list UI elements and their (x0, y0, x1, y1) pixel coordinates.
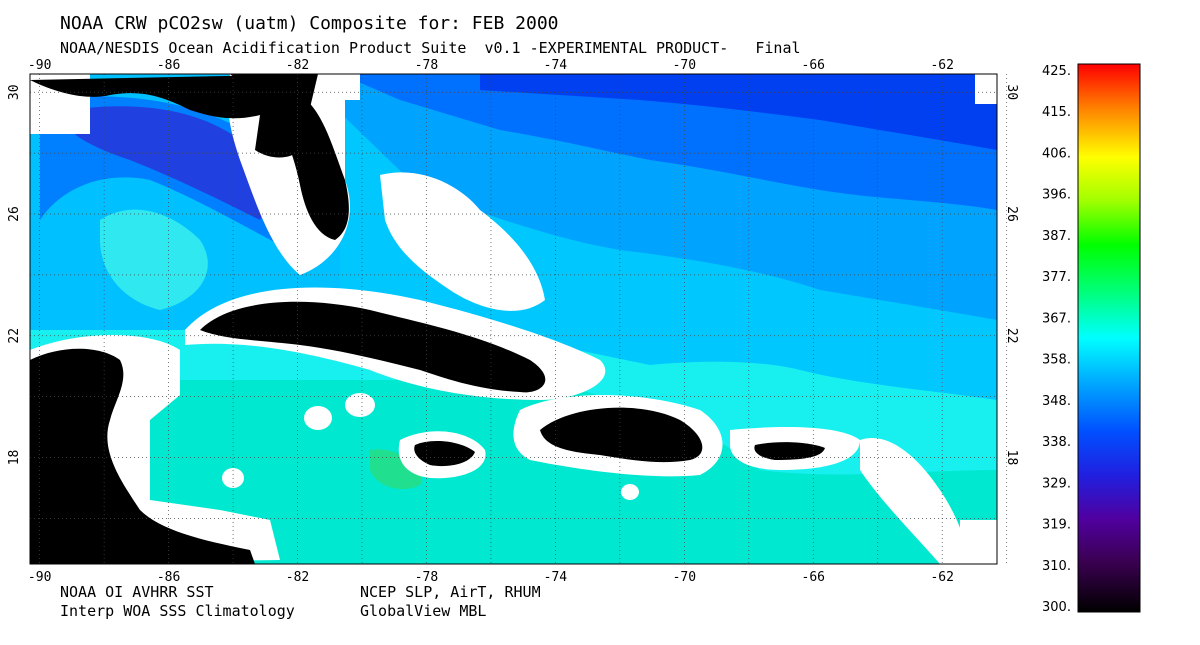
map-tick-labels: -90 -90 -86 -86 -82 -82 -78 -78 -74 -74 -70 -70 -66 -… (7, 58, 1019, 585)
lat-tick-right: 22 (1004, 328, 1019, 344)
lat-tick-left: 22 (7, 328, 22, 344)
credit-sss: Interp WOA SSS Climatology (60, 602, 295, 620)
lon-tick-bottom: -66 (802, 570, 825, 585)
colorbar-label: 319. (1042, 518, 1071, 533)
lon-tick-top: -86 (157, 58, 180, 73)
colorbar-label: 425. (1042, 64, 1071, 79)
colorbar-label: 406. (1042, 146, 1071, 161)
lon-tick-bottom: -74 (544, 570, 568, 585)
lat-tick-right: 18 (1004, 450, 1019, 466)
lon-tick-top: -82 (286, 58, 309, 73)
colorbar (1077, 63, 1141, 613)
credit-sst: NOAA OI AVHRR SST (60, 583, 214, 601)
map-frame (29, 73, 998, 565)
graticule (30, 74, 1008, 564)
lon-tick-bottom: -62 (930, 570, 953, 585)
lon-tick-bottom: -82 (286, 570, 309, 585)
colorbar-label: 367. (1042, 311, 1071, 326)
credit-globalview: GlobalView MBL (360, 602, 487, 620)
lon-tick-bottom: -86 (157, 570, 180, 585)
colorbar-label: 377. (1042, 270, 1071, 285)
land-mask (30, 74, 825, 564)
colorbar-labels: 425. 415. 406. 396. 387. 377. 367. 358. 348. 338.… (1042, 64, 1071, 615)
lon-tick-top: -62 (930, 58, 953, 73)
lon-tick-top: -66 (802, 58, 825, 73)
lat-tick-left: 18 (7, 450, 22, 466)
lat-tick-left: 26 (7, 206, 22, 222)
ocean-band-325 (480, 74, 997, 150)
ocean-gulf-west (100, 209, 208, 310)
colorbar-label: 310. (1042, 559, 1071, 574)
lon-tick-top: -90 (28, 58, 51, 73)
colorbar-label: 348. (1042, 394, 1071, 409)
credit-ncep: NCEP SLP, AirT, RHUM (360, 583, 541, 601)
colorbar-label: 396. (1042, 188, 1071, 203)
lat-tick-right: 30 (1004, 84, 1019, 100)
colorbar-label: 358. (1042, 353, 1071, 368)
map-title: NOAA CRW pCO2sw (uatm) Composite for: FE… (60, 13, 559, 34)
lon-tick-bottom: -70 (673, 570, 696, 585)
colorbar-label: 329. (1042, 476, 1071, 491)
colorbar-label: 300. (1042, 600, 1071, 615)
colorbar-label: 415. (1042, 105, 1071, 120)
lon-tick-top: -70 (673, 58, 696, 73)
lon-tick-top: -78 (415, 58, 438, 73)
colorbar-label: 387. (1042, 229, 1071, 244)
lat-tick-right: 26 (1004, 206, 1019, 222)
lon-tick-bottom: -78 (415, 570, 438, 585)
map-area (30, 74, 997, 564)
lon-tick-top: -74 (544, 58, 568, 73)
ocean-gulf-low (70, 106, 264, 220)
map-subtitle: NOAA/NESDIS Ocean Acidification Product … (60, 39, 801, 57)
lat-tick-left: 30 (7, 84, 22, 100)
colorbar-label: 338. (1042, 435, 1071, 450)
lon-tick-bottom: -90 (28, 570, 51, 585)
